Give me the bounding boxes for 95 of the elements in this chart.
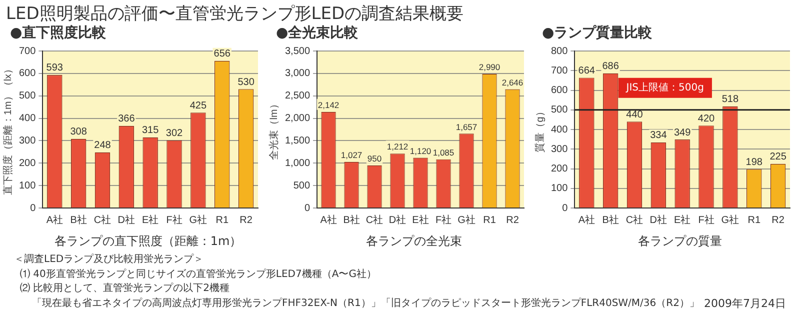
x-tick-label: F社 xyxy=(166,214,182,226)
data-label: 686 xyxy=(602,61,620,72)
text: ＜調査LEDランプ及び比較用蛍光ランプ＞ xyxy=(14,253,205,267)
y-tick-label: 2,000 xyxy=(284,113,310,124)
data-label: 366 xyxy=(118,114,136,125)
x-tick-label: R1 xyxy=(216,214,229,226)
data-label: 225 xyxy=(770,152,787,163)
data-label: 315 xyxy=(142,125,160,136)
x-tick-label: E社 xyxy=(674,214,691,226)
y-tick-label: 600 xyxy=(18,68,36,80)
x-tick-label: A社 xyxy=(320,214,337,226)
x-tick-label: F社 xyxy=(435,214,452,226)
data-label: 656 xyxy=(214,48,231,60)
chart-title: ●ランプ質量比較 xyxy=(542,24,654,42)
y-tick-label: 300 xyxy=(18,135,36,146)
x-tick-label: R2 xyxy=(506,214,520,226)
y-axis-title: 質量（g） xyxy=(534,106,546,152)
x-tick-label: A社 xyxy=(578,214,595,226)
x-axis-title: 各ランプの直下照度（距離：1m） xyxy=(53,233,243,250)
data-label: 302 xyxy=(166,128,184,140)
data-label: 334 xyxy=(650,130,668,142)
x-tick-label: E社 xyxy=(142,214,159,226)
x-tick-label: E社 xyxy=(412,214,429,226)
x-tick-label: R1 xyxy=(748,214,761,226)
text: 2009年7月24日 xyxy=(704,296,786,311)
y-axis-title: 直下照度（距離：1m）（lx） xyxy=(2,64,14,196)
y-tick-label: 500 xyxy=(293,180,310,192)
data-label: 198 xyxy=(746,156,763,168)
text: ⑵ 比較用として、直管蛍光ランプの以下2機種 xyxy=(19,282,231,296)
x-axis-title: 各ランプの質量 xyxy=(637,233,723,250)
y-tick-label: 600 xyxy=(550,85,568,96)
y-tick-label: 200 xyxy=(18,158,36,169)
x-tick-label: R2 xyxy=(240,214,253,226)
y-tick-label: 500 xyxy=(550,104,568,116)
data-label: 1,085 xyxy=(432,147,454,158)
y-tick-label: 400 xyxy=(550,124,568,136)
x-tick-label: G社 xyxy=(189,214,208,226)
data-label: 425 xyxy=(190,100,207,112)
data-label: 1,212 xyxy=(386,142,408,152)
y-tick-label: 100 xyxy=(18,180,36,192)
y-tick-label: 700 xyxy=(18,46,36,57)
data-label: 1,657 xyxy=(456,122,478,132)
x-tick-label: C社 xyxy=(626,214,644,226)
x-tick-label: G社 xyxy=(721,214,740,226)
x-tick-label: A社 xyxy=(46,214,63,226)
y-tick-label: 400 xyxy=(18,113,36,124)
y-tick-label: 300 xyxy=(550,144,568,155)
chart-subtitle: ●直下照度比較 xyxy=(10,24,108,42)
x-tick-label: F社 xyxy=(698,214,714,226)
data-label: 349 xyxy=(674,127,692,138)
data-label: 1,120 xyxy=(410,146,432,156)
x-axis-title: 各ランプの全光束 xyxy=(365,233,463,250)
y-tick-label: 1,000 xyxy=(284,158,310,169)
y-tick-label: 3,500 xyxy=(284,46,310,57)
data-label: 308 xyxy=(70,126,88,138)
y-tick-label: 1,500 xyxy=(284,135,310,146)
y-tick-label: 3,000 xyxy=(284,68,310,80)
x-tick-label: G社 xyxy=(458,214,476,226)
text: 「現在最も省エネタイプの高周波点灯専用形蛍光ランプFHF32EX-N（R1）」「旧タイプのラピッドスタート形蛍光ランプFLR40SW/M/36（R2）」 xyxy=(31,296,700,310)
data-label: 530 xyxy=(238,76,255,88)
y-tick-label: 200 xyxy=(550,164,568,174)
x-tick-label: B社 xyxy=(343,214,360,226)
x-tick-label: D社 xyxy=(118,214,136,226)
x-tick-label: D社 xyxy=(388,214,406,226)
y-tick-label: 500 xyxy=(18,90,36,102)
data-label: 2,990 xyxy=(478,62,500,72)
x-tick-label: D社 xyxy=(650,214,668,226)
y-tick-label: 800 xyxy=(550,46,568,57)
data-label: 593 xyxy=(46,62,64,74)
chart-title: LED照明製品の評価〜直管蛍光ランプ形LEDの調査結果概要 xyxy=(6,3,464,24)
data-label: 664 xyxy=(578,65,596,76)
text: ⑴ 40形直管蛍光ランプと同じサイズの直管蛍光ランプ形LED7機種（A〜G社） xyxy=(19,268,378,282)
data-label: 420 xyxy=(698,113,716,124)
x-tick-label: R2 xyxy=(772,214,785,226)
y-axis-title: 全光束（lm） xyxy=(268,99,280,160)
x-tick-label: C社 xyxy=(94,214,112,226)
chart-title: ●全光束比較 xyxy=(276,24,360,42)
data-label: 950 xyxy=(367,153,382,164)
y-tick-label: 0 xyxy=(30,202,36,214)
y-tick-label: 700 xyxy=(550,65,568,76)
data-label: 2,646 xyxy=(502,77,524,88)
data-label: 518 xyxy=(722,94,739,106)
x-tick-label: B社 xyxy=(602,214,619,226)
y-tick-label: 0 xyxy=(304,202,310,214)
x-tick-label: C社 xyxy=(366,214,384,226)
data-label: 1,027 xyxy=(340,150,362,160)
data-label: 440 xyxy=(626,109,644,120)
data-label: 2,142 xyxy=(318,100,340,110)
x-tick-label: R1 xyxy=(483,214,496,226)
ref-line-label: JIS上限値：500g xyxy=(625,81,704,94)
x-tick-label: B社 xyxy=(70,214,87,226)
y-tick-label: 100 xyxy=(550,183,568,194)
data-label: 248 xyxy=(94,140,112,152)
y-tick-label: 2,500 xyxy=(284,90,310,102)
y-tick-label: 0 xyxy=(562,202,568,214)
